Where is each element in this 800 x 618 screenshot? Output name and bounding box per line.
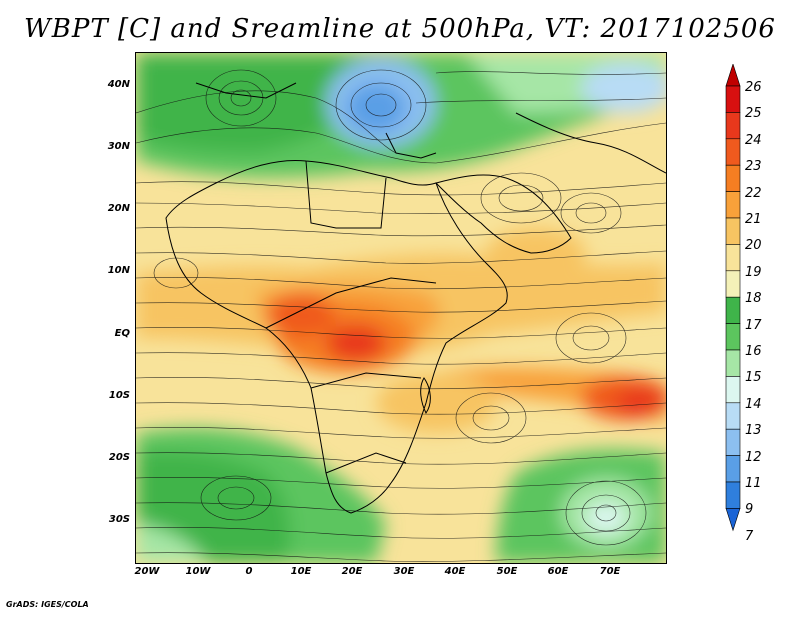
colorbar-cell — [725, 323, 741, 351]
lat-label-30s: 30S — [108, 514, 130, 525]
colorbar-cell — [725, 138, 741, 166]
colorbar-cell — [725, 349, 741, 377]
colorbar-label: 18 — [745, 291, 762, 307]
lon-label-10e: 10E — [290, 566, 312, 577]
weather-map — [135, 52, 667, 564]
colorbar-cell — [725, 455, 741, 483]
colorbar-cell — [725, 85, 741, 113]
lon-label-70e: 70E — [599, 566, 621, 577]
colorbar-label: 20 — [745, 238, 762, 254]
colorbar-label: 25 — [745, 106, 762, 122]
lat-label-20s: 20S — [108, 452, 130, 463]
colorbar-label: 12 — [745, 449, 762, 465]
lon-label-10w: 10W — [185, 566, 211, 577]
temperature-field — [136, 53, 666, 563]
lon-label-0: 0 — [245, 566, 253, 577]
lon-label-20e: 20E — [341, 566, 363, 577]
lon-label-30e: 30E — [393, 566, 415, 577]
lat-label-30n: 30N — [107, 141, 130, 152]
colorbar-cell — [725, 112, 741, 140]
colorbar-label: 7 — [745, 528, 754, 544]
colorbar-label: 21 — [745, 212, 762, 227]
colorbar-cell — [725, 428, 741, 456]
map-field — [136, 53, 666, 563]
lat-label-20n: 20N — [107, 203, 130, 214]
chart-title: WBPT [C] and Sreamline at 500hPa, VT: 20… — [24, 14, 776, 44]
lon-label-40e: 40E — [444, 566, 466, 577]
colorbar-cell — [725, 217, 741, 245]
colorbar-label: 11 — [745, 476, 762, 491]
lon-label-20w: 20W — [134, 566, 160, 577]
colorbar-label: 9 — [745, 502, 754, 518]
colorbar-cell — [725, 376, 741, 404]
streamlines — [136, 69, 666, 562]
colorbar-cell-min — [725, 508, 741, 532]
colorbar-cell — [725, 270, 741, 298]
coastlines — [165, 82, 666, 514]
colorbar-label: 26 — [745, 80, 762, 95]
colorbar-label: 22 — [745, 185, 762, 201]
colorbar-cell — [725, 244, 741, 272]
lat-label-40n: 40N — [107, 79, 130, 90]
colorbar-cell — [725, 164, 741, 192]
colorbar-cell — [725, 402, 741, 430]
colorbar-label: 15 — [745, 370, 762, 386]
lat-label-10s: 10S — [108, 390, 130, 401]
colorbar-cell — [725, 191, 741, 219]
lat-label-10n: 10N — [107, 265, 130, 276]
colorbar-label: 14 — [745, 396, 762, 412]
lon-label-50e: 50E — [496, 566, 518, 577]
colorbar-label: 19 — [745, 264, 762, 280]
colorbar-label: 17 — [745, 317, 762, 333]
colorbar-cell — [725, 296, 741, 324]
colorbar-label: 23 — [745, 159, 762, 175]
colorbar-cell — [725, 481, 741, 509]
colorbar — [725, 64, 741, 532]
colorbar-label: 16 — [745, 344, 762, 359]
colorbar-label: 13 — [745, 423, 762, 439]
credit-text: GrADS: IGES/COLA — [6, 600, 89, 609]
colorbar-cell-max — [725, 64, 741, 87]
colorbar-label: 24 — [745, 132, 762, 148]
lon-label-60e: 60E — [547, 566, 569, 577]
lat-label-eq: EQ — [114, 328, 130, 339]
